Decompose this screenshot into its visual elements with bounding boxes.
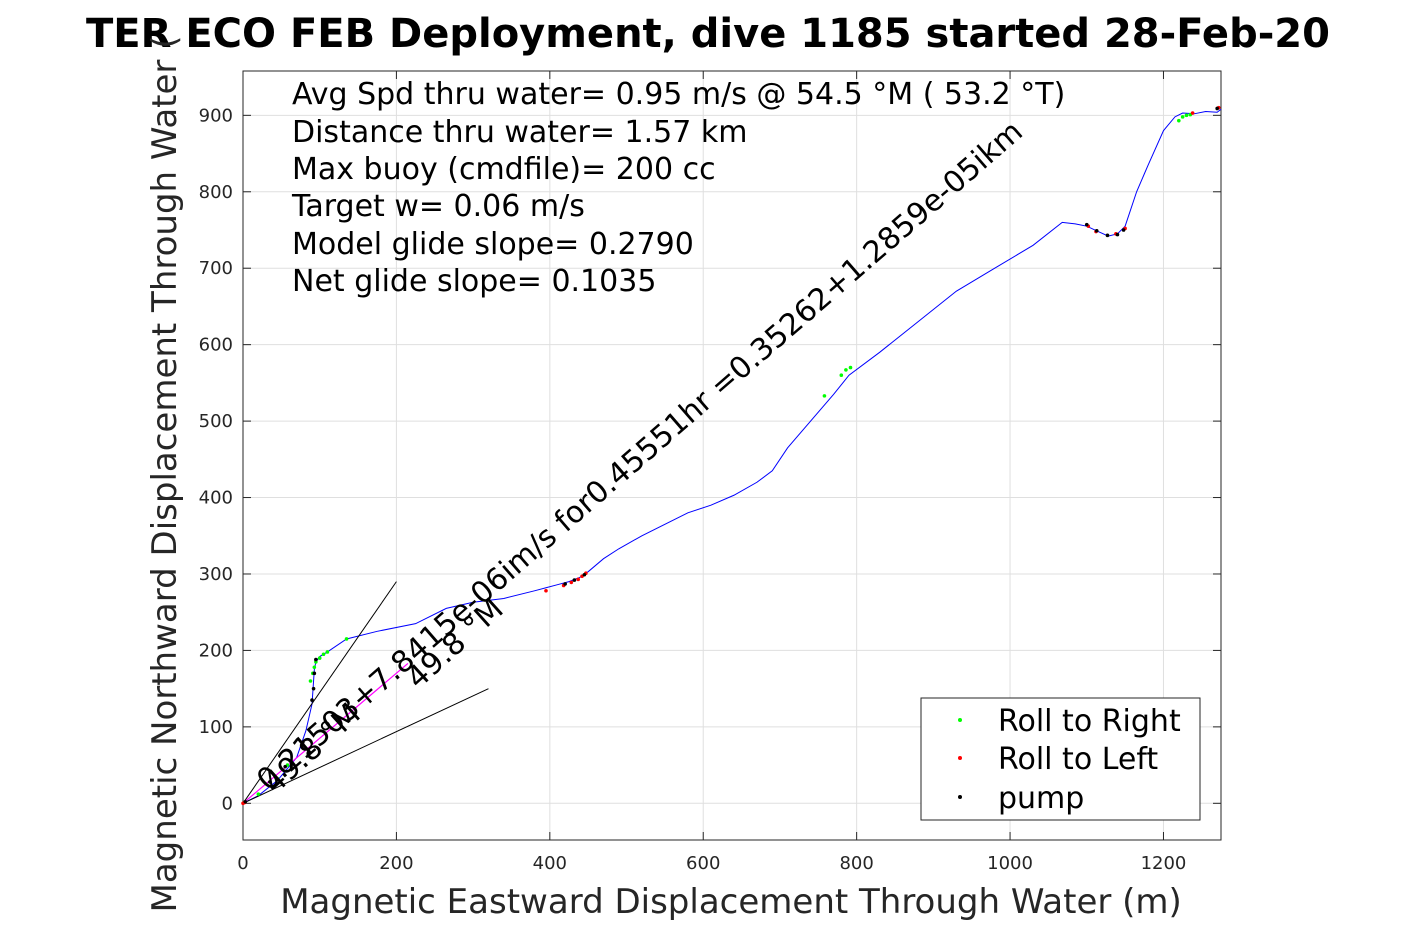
legend-marker-roll-right [958, 718, 962, 722]
x-tick-label: 400 [533, 853, 567, 874]
series-line-cone-lower [242, 688, 489, 804]
x-tick-label: 0 [237, 853, 248, 874]
marker-pump [312, 671, 317, 676]
ticks: 0 200 400 600 800 1000 1200 0 100 200 300 400 500 600… [199, 71, 1221, 874]
marker-roll-to-right [256, 792, 261, 796]
marker-pump [268, 780, 272, 784]
marker-pump [563, 582, 567, 586]
marker-pump [1115, 232, 1120, 237]
x-tick-label: 1000 [987, 853, 1033, 874]
annotation-max-buoy: Max buoy (cmdfile)= 200 cc [292, 152, 716, 187]
annotation-avg-speed: Avg Spd thru water= 0.95 m/s @ 54.5 °M (… [292, 77, 1065, 112]
marker-roll-to-right [344, 637, 349, 641]
diagonal-heading-label-1: 49.8 °M [257, 697, 368, 801]
marker-roll-to-right [317, 656, 322, 660]
marker-pump [301, 740, 305, 744]
y-tick-label: 400 [199, 488, 233, 509]
y-tick-label: 900 [199, 105, 233, 126]
marker-pump [1084, 222, 1089, 227]
marker-roll-to-right [312, 665, 317, 670]
marker-roll-to-right [844, 368, 848, 372]
marker-roll-to-right [848, 365, 853, 370]
marker-roll-to-right [1184, 113, 1189, 118]
marker-roll-to-right [839, 373, 844, 378]
annotation-target-w: Target w= 0.06 m/s [291, 189, 585, 224]
marker-roll-to-right [325, 650, 330, 654]
y-tick-label: 100 [199, 717, 233, 738]
marker-pump [572, 578, 577, 582]
y-tick-label: 300 [199, 564, 233, 585]
legend-label-pump: pump [998, 781, 1084, 816]
series-line-cone-upper [242, 581, 397, 804]
x-axis-label: Magnetic Eastward Displacement Through W… [280, 882, 1182, 922]
marker-roll-to-right [308, 679, 313, 683]
plot-area [241, 105, 1222, 806]
legend-marker-pump [958, 795, 962, 799]
annotation-distance: Distance thru water= 1.57 km [292, 115, 747, 150]
marker-pump [243, 799, 248, 804]
marker-pump [311, 686, 316, 691]
marker-pump [1215, 106, 1219, 111]
marker-pump [1094, 228, 1099, 233]
marker-roll-to-left [576, 577, 581, 582]
legend-label-roll-right: Roll to Right [998, 704, 1181, 739]
marker-roll-to-right [1180, 115, 1185, 119]
y-tick-label: 0 [222, 793, 233, 814]
annotation-model-glide: Model glide slope= 0.2790 [292, 227, 694, 262]
grid [242, 71, 1221, 840]
legend-marker-roll-left [958, 756, 962, 760]
marker-roll-to-left [569, 580, 574, 585]
legend-label-roll-left: Roll to Left [998, 742, 1158, 777]
marker-pump [310, 698, 314, 702]
y-tick-label: 700 [199, 258, 233, 279]
marker-roll-to-right [822, 394, 827, 398]
marker-roll-to-right [1177, 118, 1181, 123]
legend-box [920, 697, 1201, 821]
axes-box [242, 70, 1222, 841]
x-tick-label: 1200 [1141, 853, 1187, 874]
y-tick-label: 500 [199, 411, 233, 432]
x-tick-label: 800 [839, 853, 873, 874]
y-tick-label: 600 [199, 335, 233, 356]
series-line-net [242, 662, 409, 804]
marker-pump [1121, 228, 1126, 232]
marker-pump [582, 572, 587, 577]
legend: Roll to Right Roll to Left pump [920, 697, 1201, 821]
annotation-net-glide: Net glide slope= 0.1035 [292, 264, 656, 299]
y-tick-label: 800 [199, 182, 233, 203]
chart-title: TER ECO FEB Deployment, dive 1185 starte… [86, 11, 1330, 57]
series-markers [241, 105, 1221, 806]
marker-roll-to-right [275, 777, 280, 781]
annotations: Avg Spd thru water= 0.95 m/s @ 54.5 °M (… [291, 77, 1065, 299]
marker-pump [283, 764, 287, 769]
marker-pump [314, 657, 318, 662]
marker-pump [1105, 233, 1110, 238]
marker-roll-to-left [544, 589, 548, 593]
x-tick-label: 600 [686, 853, 720, 874]
y-tick-label: 200 [199, 640, 233, 661]
y-axis-label: Magnetic Northward Displacement Through … [145, 36, 185, 913]
marker-roll-to-right [321, 652, 326, 657]
x-tick-label: 200 [379, 853, 413, 874]
marker-roll-to-left [1190, 111, 1195, 115]
